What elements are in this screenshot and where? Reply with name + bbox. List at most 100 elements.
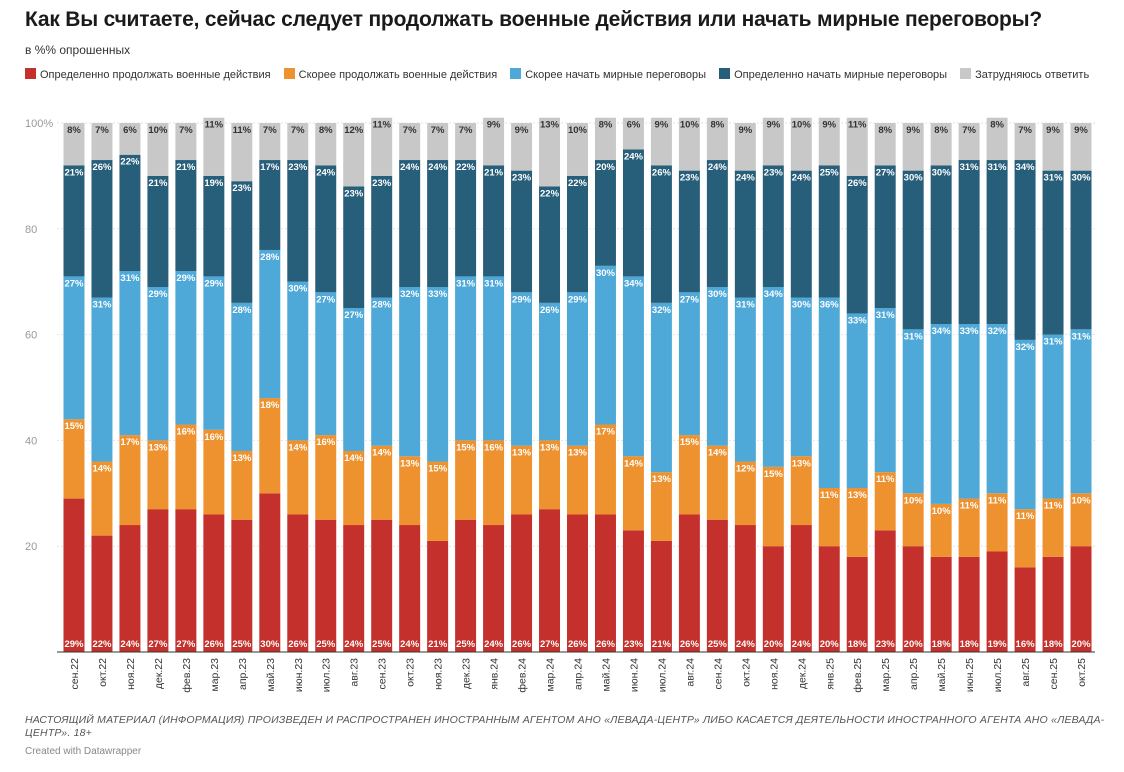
bar-segment [455, 123, 477, 161]
legend-label: Скорее продолжать военные действия [298, 69, 498, 81]
data-label: 23% [512, 173, 532, 184]
bar-segment [706, 519, 728, 652]
bar-segment [622, 149, 644, 277]
bar-segment [91, 297, 113, 462]
x-tick-label: сен.22 [69, 658, 81, 690]
bar-segment [259, 398, 281, 494]
bar-segment [762, 546, 784, 652]
bar-segment [567, 123, 588, 176]
x-tick-label: окт.25 [1076, 658, 1088, 687]
data-label: 8% [934, 125, 948, 136]
data-label: 32% [652, 305, 672, 316]
bar-group: 29% 15% 27% 21% 8% [63, 123, 85, 652]
bar-segment [818, 546, 840, 652]
bar-group: 27% 13% 26% 22% 13% [539, 117, 561, 652]
legend-swatch [283, 68, 295, 79]
x-tick-label: апр.25 [908, 658, 920, 690]
bar-segment [958, 498, 980, 557]
bar-group: 20% 10% 31% 30% 9% [1070, 123, 1092, 652]
bar-group: 20% 10% 31% 30% 9% [902, 123, 924, 652]
bar-segment [63, 165, 85, 277]
bar-segment [678, 514, 700, 652]
bar-segment [650, 165, 672, 303]
x-tick-label: мар.24 [545, 658, 557, 692]
bar-segment [175, 424, 197, 510]
x-tick-label: сен.23 [377, 658, 389, 690]
bar-segment [874, 472, 896, 531]
data-label: 31% [1044, 173, 1064, 184]
data-label: 24% [708, 162, 728, 173]
data-label: 15% [764, 469, 784, 480]
bar-segment [63, 123, 85, 166]
data-label: 33% [428, 289, 448, 300]
data-label: 13% [540, 120, 560, 131]
bar-segment [734, 525, 756, 652]
data-label: 24% [624, 151, 644, 162]
data-label: 22% [540, 188, 560, 199]
data-label: 9% [1046, 125, 1060, 136]
data-label: 26% [204, 639, 224, 650]
bar-segment [622, 276, 644, 457]
bar-segment [594, 160, 616, 266]
bar-segment [511, 170, 533, 293]
legend-item-undecided: Затрудняюсь ответить [960, 68, 1089, 81]
bar-segment [1042, 123, 1064, 171]
bar-segment [1070, 123, 1092, 171]
data-label: 15% [428, 464, 448, 475]
data-label: 31% [904, 331, 924, 342]
bar-segment [734, 170, 756, 298]
bar-segment [203, 429, 225, 515]
data-label: 28% [372, 300, 392, 311]
bar-segment [846, 556, 868, 652]
bar-segment [594, 117, 616, 161]
legend-item-rather-continue: Скорее продолжать военные действия [283, 68, 498, 81]
x-tick-label: май.25 [936, 658, 948, 692]
data-label: 32% [988, 326, 1008, 337]
data-label: 20% [596, 162, 616, 173]
bar-segment [790, 456, 812, 526]
x-tick-label: июл.23 [321, 658, 333, 692]
bar-segment [343, 525, 365, 652]
bar-segment [91, 461, 113, 536]
bar-segment [902, 329, 924, 494]
data-label: 26% [288, 639, 308, 650]
bar-segment [650, 472, 672, 541]
data-label: 31% [1044, 337, 1064, 348]
data-label: 26% [92, 162, 112, 173]
bar-group: 24% 13% 30% 24% 10% [790, 117, 812, 652]
bar-segment [902, 493, 924, 547]
y-tick-label: 80 [25, 224, 37, 236]
bar-segment [483, 525, 505, 652]
data-label: 14% [92, 464, 112, 475]
data-label: 10% [904, 495, 924, 506]
data-label: 29% [512, 294, 532, 305]
bar-segment [539, 509, 561, 652]
chart-legend: Определенно продолжать военные действия … [25, 67, 1105, 83]
data-label: 31% [484, 278, 504, 289]
data-label: 26% [680, 639, 700, 650]
data-label: 34% [764, 289, 784, 300]
bar-segment [203, 514, 225, 652]
data-label: 30% [260, 639, 280, 650]
data-label: 9% [906, 125, 920, 136]
data-label: 11% [372, 120, 391, 131]
data-label: 29% [568, 294, 588, 305]
data-label: 11% [960, 501, 979, 512]
bar-segment [622, 117, 644, 150]
data-label: 22% [120, 157, 140, 168]
bar-segment [343, 308, 365, 451]
data-label: 27% [344, 310, 364, 321]
data-label: 13% [540, 442, 560, 453]
bar-segment [790, 170, 812, 298]
bar-segment [930, 556, 952, 652]
legend-item-rather-negotiate: Скорее начать мирные переговоры [510, 68, 706, 81]
bar-group: 26% 17% 30% 20% 8% [594, 117, 616, 652]
bar-segment [818, 165, 840, 298]
bar-segment [399, 286, 421, 457]
foreign-agent-notice: НАСТОЯЩИЙ МАТЕРИАЛ (ИНФОРМАЦИЯ) ПРОИЗВЕД… [25, 714, 1105, 739]
data-label: 23% [764, 167, 784, 178]
bar-segment [958, 556, 980, 652]
data-label: 11% [1044, 501, 1063, 512]
bar-segment [259, 493, 281, 652]
bar-segment [427, 540, 449, 652]
